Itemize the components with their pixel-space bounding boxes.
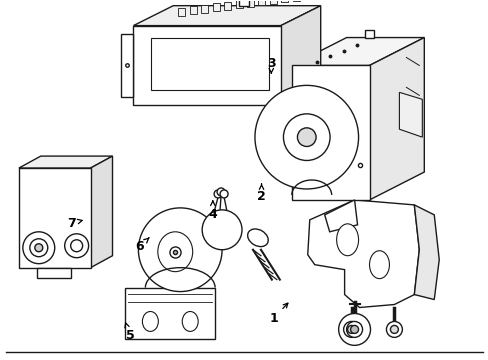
Circle shape xyxy=(30,239,48,257)
Polygon shape xyxy=(291,66,369,200)
Polygon shape xyxy=(324,200,357,232)
Text: 3: 3 xyxy=(266,57,275,73)
Circle shape xyxy=(71,240,82,252)
Circle shape xyxy=(297,128,315,147)
Text: 1: 1 xyxy=(269,303,287,325)
Text: 2: 2 xyxy=(257,184,265,203)
Polygon shape xyxy=(19,156,112,168)
Circle shape xyxy=(23,232,55,264)
Polygon shape xyxy=(235,0,242,8)
Circle shape xyxy=(35,244,42,252)
Polygon shape xyxy=(369,37,424,200)
Text: 4: 4 xyxy=(208,201,217,221)
Circle shape xyxy=(138,208,222,292)
Circle shape xyxy=(389,325,398,333)
Circle shape xyxy=(254,85,358,189)
Circle shape xyxy=(217,188,224,196)
Polygon shape xyxy=(399,92,422,137)
Polygon shape xyxy=(19,168,90,268)
Text: 5: 5 xyxy=(124,323,134,342)
Circle shape xyxy=(338,314,370,345)
Circle shape xyxy=(346,321,362,337)
Polygon shape xyxy=(269,0,276,4)
Polygon shape xyxy=(151,37,268,90)
Polygon shape xyxy=(291,37,424,66)
Polygon shape xyxy=(178,8,185,15)
Polygon shape xyxy=(189,6,196,14)
Polygon shape xyxy=(201,5,208,13)
Polygon shape xyxy=(90,156,112,268)
Polygon shape xyxy=(246,0,253,7)
Circle shape xyxy=(214,190,222,198)
Text: 6: 6 xyxy=(135,238,149,253)
Circle shape xyxy=(283,114,329,161)
Polygon shape xyxy=(281,0,288,2)
Polygon shape xyxy=(292,0,299,1)
Polygon shape xyxy=(212,3,219,11)
Polygon shape xyxy=(413,205,438,300)
Ellipse shape xyxy=(247,229,268,247)
Circle shape xyxy=(64,234,88,258)
Polygon shape xyxy=(280,6,320,105)
Polygon shape xyxy=(224,2,230,10)
Ellipse shape xyxy=(369,251,388,279)
Circle shape xyxy=(202,210,242,250)
Ellipse shape xyxy=(142,311,158,332)
Circle shape xyxy=(343,321,359,337)
Text: 7: 7 xyxy=(67,216,82,230)
Polygon shape xyxy=(239,0,248,6)
Polygon shape xyxy=(133,26,280,105)
Polygon shape xyxy=(121,33,133,97)
Circle shape xyxy=(350,325,358,333)
Polygon shape xyxy=(133,6,320,26)
Polygon shape xyxy=(37,268,71,278)
Ellipse shape xyxy=(182,311,198,332)
Ellipse shape xyxy=(158,232,192,272)
Circle shape xyxy=(220,190,227,198)
Polygon shape xyxy=(125,288,215,339)
Ellipse shape xyxy=(336,224,358,256)
Polygon shape xyxy=(364,30,374,37)
Circle shape xyxy=(347,325,355,333)
Polygon shape xyxy=(258,0,265,5)
Polygon shape xyxy=(307,200,419,307)
Circle shape xyxy=(386,321,402,337)
